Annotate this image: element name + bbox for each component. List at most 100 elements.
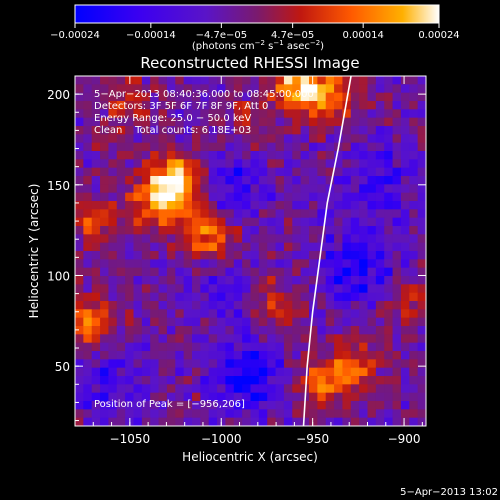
heatmap-cell (108, 151, 118, 160)
heatmap-cell (292, 292, 302, 302)
heatmap-cell (283, 292, 293, 302)
heatmap-cell (100, 417, 109, 426)
heatmap-cell (175, 201, 185, 210)
heatmap-cell (125, 309, 134, 319)
heatmap-cell (367, 276, 377, 285)
annotation-clean-counts: Clean Total counts: 6.18E+03 (94, 125, 251, 136)
heatmap-cell (133, 251, 143, 260)
heatmap-cell (300, 201, 310, 210)
heatmap-cell (125, 301, 134, 310)
heatmap-cell (150, 267, 159, 277)
heatmap-cell (300, 359, 310, 369)
heatmap-cell (275, 117, 285, 127)
heatmap-cell (250, 167, 260, 177)
x-axis-label: Heliocentric X (arcsec) (182, 450, 318, 464)
heatmap-cell (175, 267, 185, 277)
heatmap-cell (350, 309, 360, 319)
heatmap-cell (283, 334, 293, 344)
heatmap-cell (158, 201, 168, 210)
heatmap-cell (125, 334, 134, 344)
heatmap-cell (200, 267, 210, 277)
heatmap-cell (275, 384, 285, 394)
heatmap-cell (141, 151, 151, 160)
heatmap-cell (225, 159, 235, 169)
heatmap-cell (409, 184, 419, 194)
heatmap-cell (334, 242, 343, 252)
heatmap-cell (75, 176, 84, 185)
heatmap-cell (275, 334, 285, 344)
heatmap-cell (367, 267, 377, 277)
heatmap-cell (108, 376, 118, 385)
heatmap-cell (292, 151, 302, 160)
heatmap-cell (242, 84, 251, 94)
heatmap-cell (400, 176, 410, 185)
heatmap-cell (359, 317, 368, 327)
heatmap-cell (384, 209, 393, 219)
heatmap-cell (342, 84, 352, 94)
heatmap-cell (208, 117, 218, 127)
heatmap-cell (133, 242, 143, 252)
colorbar-ticks: −0.00024 −0.00014 −4.7e−05 4.7e−05 0.00014 0.… (50, 23, 460, 41)
heatmap-cell (350, 334, 360, 344)
heatmap-cell (175, 317, 185, 327)
heatmap-cell (150, 101, 159, 110)
heatmap-cell (350, 76, 360, 85)
heatmap-cell (309, 259, 318, 269)
heatmap-cell (325, 226, 335, 235)
heatmap-cell (359, 92, 368, 102)
heatmap-cell (75, 134, 84, 144)
heatmap-cell (283, 359, 293, 369)
heatmap-cell (359, 217, 368, 227)
heatmap-cell (183, 76, 193, 85)
heatmap-cell (375, 259, 385, 269)
heatmap-cell (367, 209, 377, 219)
heatmap-cell (417, 126, 426, 135)
heatmap-cell (275, 176, 285, 185)
heatmap-cell (292, 101, 302, 110)
heatmap-cell (292, 167, 302, 177)
heatmap-cell (334, 384, 343, 394)
heatmap-cell (409, 326, 419, 335)
heatmap-cell (292, 276, 302, 285)
heatmap-cell (325, 267, 335, 277)
heatmap-cell (200, 134, 210, 144)
heatmap-cell (133, 184, 143, 194)
heatmap-cell (225, 76, 235, 85)
heatmap-cell (192, 134, 201, 144)
heatmap-cell (192, 126, 201, 135)
heatmap-cell (250, 342, 260, 352)
heatmap-cell (175, 242, 185, 252)
heatmap-cell (166, 184, 176, 194)
heatmap-cell (300, 367, 310, 377)
heatmap-cell (166, 192, 176, 202)
heatmap-cell (217, 84, 226, 94)
heatmap-cell (258, 84, 268, 94)
heatmap-cell (375, 342, 385, 352)
heatmap-cell (183, 167, 193, 177)
heatmap-cell (242, 317, 251, 327)
heatmap-cell (225, 342, 235, 352)
heatmap-cell (125, 176, 134, 185)
heatmap-cell (200, 251, 210, 260)
heatmap-cell (233, 176, 243, 185)
heatmap-cell (375, 192, 385, 202)
heatmap-cell (166, 309, 176, 319)
heatmap-cell (417, 351, 426, 360)
heatmap-cell (200, 359, 210, 369)
heatmap-cell (384, 292, 393, 302)
heatmap-cell (125, 267, 134, 277)
heatmap-cell (292, 251, 302, 260)
heatmap-cell (233, 251, 243, 260)
heatmap-cell (108, 142, 118, 152)
heatmap-cell (350, 84, 360, 94)
heatmap-cell (83, 234, 93, 244)
heatmap-cell (384, 376, 393, 385)
heatmap-cell (200, 84, 210, 94)
heatmap-cell (183, 251, 193, 260)
heatmap-cell (233, 101, 243, 110)
peak-position-label: Position of Peak = [−956,206] (94, 399, 245, 410)
heatmap-cell (91, 126, 101, 135)
heatmap-cell (283, 376, 293, 385)
heatmap-cell (175, 359, 185, 369)
heatmap-cell (233, 209, 243, 219)
